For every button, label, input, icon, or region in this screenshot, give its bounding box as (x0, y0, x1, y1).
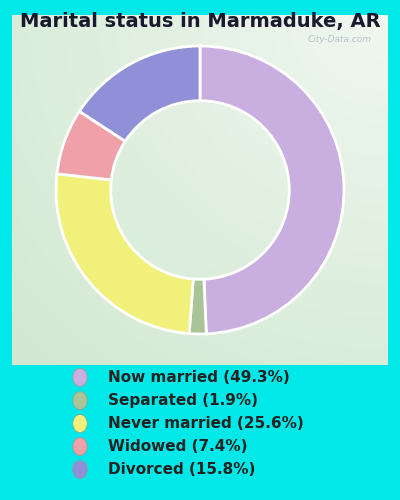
Wedge shape (189, 279, 206, 334)
Text: City-Data.com: City-Data.com (308, 35, 372, 44)
Wedge shape (200, 46, 344, 334)
Text: Marital status in Marmaduke, AR: Marital status in Marmaduke, AR (20, 12, 380, 32)
Wedge shape (79, 46, 200, 141)
Text: Now married (49.3%): Now married (49.3%) (108, 370, 290, 385)
Wedge shape (57, 112, 125, 180)
Wedge shape (56, 174, 193, 334)
Text: Widowed (7.4%): Widowed (7.4%) (108, 439, 248, 454)
Text: Separated (1.9%): Separated (1.9%) (108, 393, 258, 408)
Text: Never married (25.6%): Never married (25.6%) (108, 416, 304, 431)
Text: Divorced (15.8%): Divorced (15.8%) (108, 462, 255, 477)
